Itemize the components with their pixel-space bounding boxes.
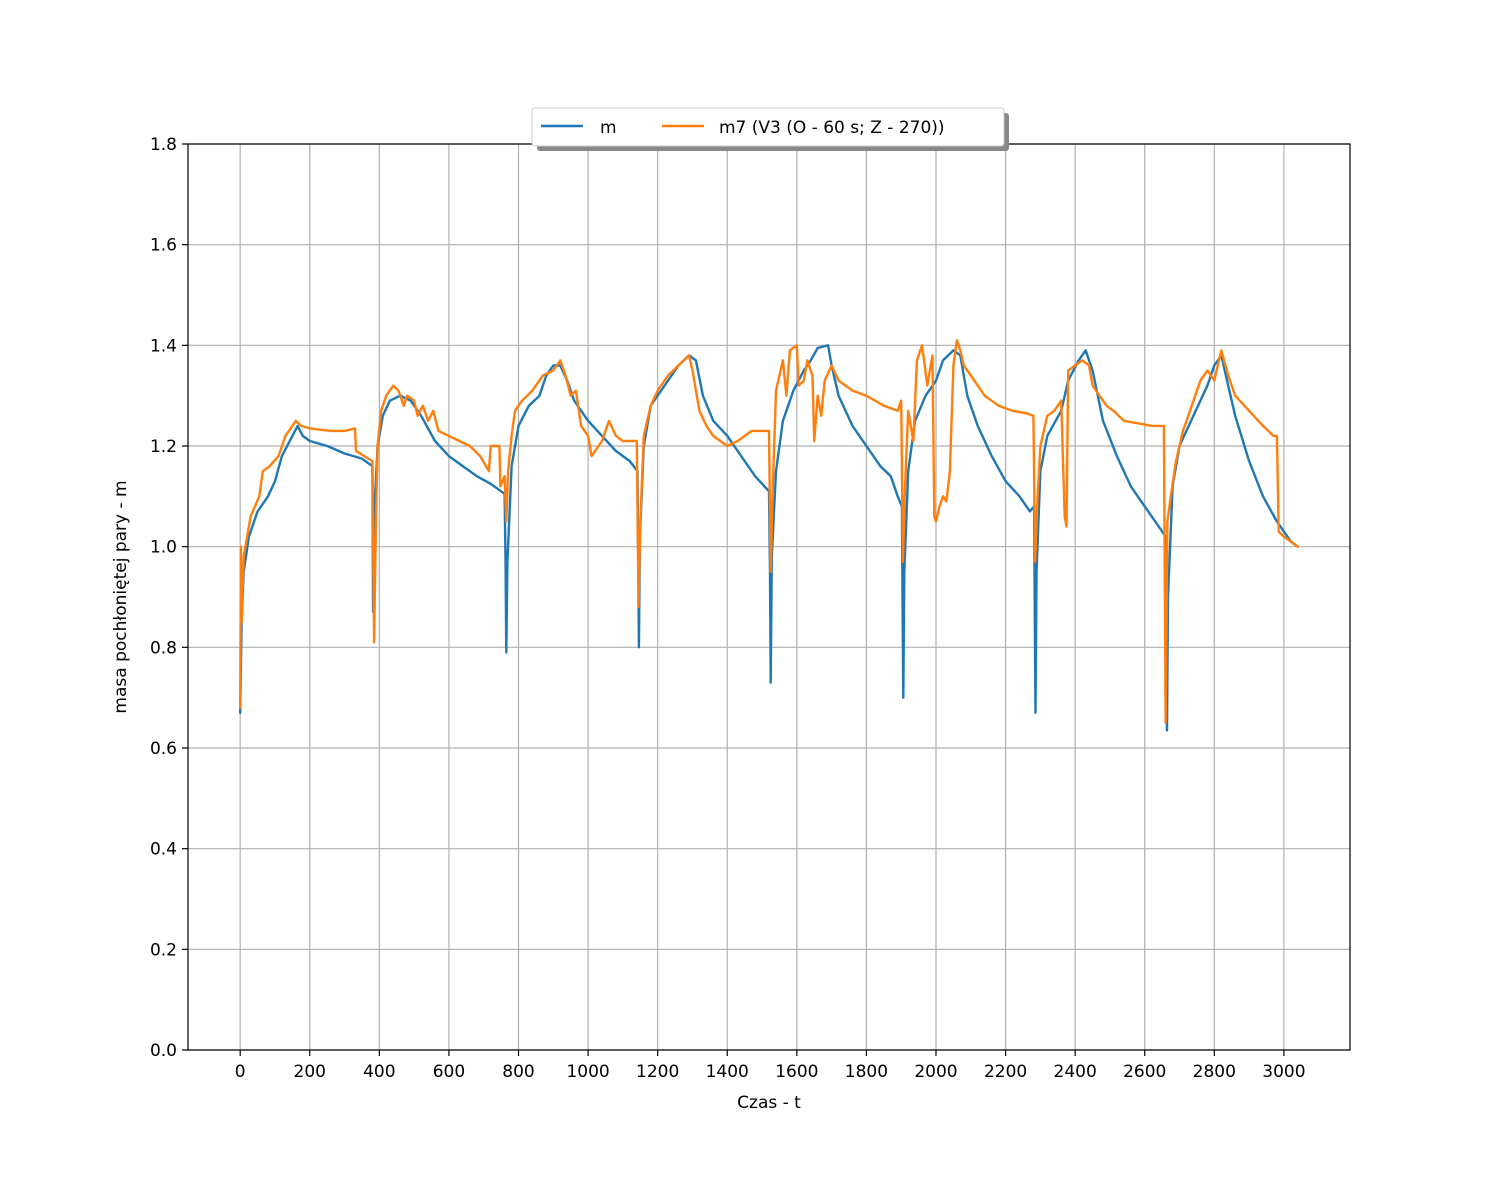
x-tick-label: 600 (433, 1062, 465, 1082)
y-tick-label: 1.2 (150, 437, 177, 457)
y-axis-label: masa pochłoniętej pary - m (111, 480, 131, 713)
grid-lines (188, 143, 1350, 1051)
series-line-m7 (239, 339, 1299, 724)
x-tick-label: 400 (363, 1062, 395, 1082)
y-tick-label: 0.6 (150, 739, 177, 759)
legend-entry-m7: m7 (V3 (O - 60 s; Z - 270)) (719, 118, 945, 138)
y-tick-label: 1.8 (150, 135, 177, 155)
x-tick-label: 1600 (775, 1062, 818, 1082)
y-tick-label: 0.0 (150, 1041, 177, 1061)
y-tick-label: 0.2 (150, 940, 177, 960)
x-tick-label: 800 (502, 1062, 534, 1082)
x-axis-label: Czas - t (737, 1093, 801, 1113)
legend-entry-m: m (600, 118, 617, 138)
x-tick-label: 2600 (1123, 1062, 1166, 1082)
y-axis-ticks: 0.0 0.2 0.4 0.6 0.8 1.0 1.2 1.4 1.6 1.8 (150, 135, 188, 1061)
x-tick-label: 1200 (636, 1062, 679, 1082)
legend: m m7 (V3 (O - 60 s; Z - 270)) (531, 107, 1009, 151)
y-tick-label: 0.4 (150, 840, 177, 860)
x-tick-label: 3000 (1262, 1062, 1305, 1082)
y-tick-label: 1.4 (150, 336, 177, 356)
x-axis-ticks: 0 200 400 600 800 1000 1200 1400 1600 1800 2000 220… (235, 1050, 1306, 1082)
y-tick-label: 1.0 (150, 538, 177, 558)
series-layer (239, 339, 1299, 732)
x-tick-label: 200 (294, 1062, 326, 1082)
x-tick-label: 2000 (914, 1062, 957, 1082)
x-tick-label: 0 (235, 1062, 246, 1082)
x-tick-label: 1400 (706, 1062, 749, 1082)
x-tick-label: 1800 (845, 1062, 888, 1082)
y-tick-label: 0.8 (150, 638, 177, 658)
x-tick-label: 2400 (1054, 1062, 1097, 1082)
x-tick-label: 2800 (1193, 1062, 1236, 1082)
y-tick-label: 1.6 (150, 236, 177, 256)
legend-box (531, 107, 1005, 147)
x-tick-label: 2200 (984, 1062, 1027, 1082)
x-tick-label: 1000 (566, 1062, 609, 1082)
